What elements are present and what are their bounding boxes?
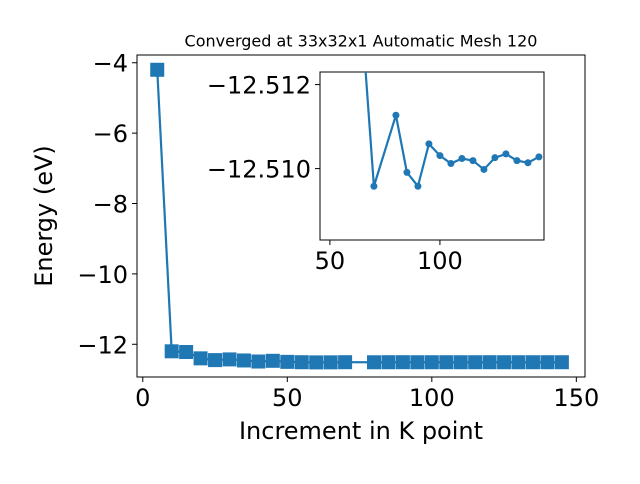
data-point: [447, 160, 455, 168]
y-tick-label: −12: [77, 331, 128, 359]
x-tick-label: 150: [553, 384, 599, 412]
data-point: [222, 352, 237, 367]
data-point: [150, 62, 165, 77]
data-point: [164, 344, 179, 359]
y-tick-label: −12.510: [207, 156, 311, 184]
data-point: [395, 355, 410, 370]
data-point: [468, 355, 483, 370]
x-tick-label: 0: [135, 384, 150, 412]
data-point: [414, 182, 422, 190]
data-point: [425, 140, 433, 148]
x-tick-label: 50: [272, 384, 303, 412]
data-point: [540, 355, 555, 370]
data-point: [502, 150, 510, 158]
x-axis-label: Increment in K point: [239, 417, 483, 445]
data-point: [453, 355, 468, 370]
data-point: [458, 155, 466, 163]
data-point: [251, 354, 266, 369]
data-point: [265, 353, 280, 368]
data-point: [403, 168, 411, 176]
data-point: [236, 353, 251, 368]
data-point: [381, 355, 396, 370]
data-point: [323, 355, 338, 370]
data-point: [480, 165, 488, 173]
data-point: [535, 153, 543, 161]
data-point: [497, 355, 512, 370]
y-tick-label: −4: [93, 50, 128, 78]
y-tick-label: −8: [93, 191, 128, 219]
data-point: [179, 345, 194, 360]
x-tick-label: 100: [409, 384, 455, 412]
data-point: [525, 355, 540, 370]
data-point: [193, 351, 208, 366]
chart-title: Converged at 33x32x1 Automatic Mesh 120: [185, 32, 538, 51]
plot-content: [150, 62, 569, 370]
data-point: [410, 355, 425, 370]
data-point: [370, 182, 378, 190]
data-point: [309, 355, 324, 370]
data-point: [482, 355, 497, 370]
data-point: [511, 355, 526, 370]
data-point: [294, 355, 309, 370]
x-tick-label: 100: [417, 247, 463, 275]
data-point: [439, 355, 454, 370]
data-point: [338, 355, 353, 370]
data-point: [554, 355, 569, 370]
data-line: [364, 72, 540, 189]
data-point: [367, 355, 382, 370]
data-point: [469, 157, 477, 165]
y-tick-label: −6: [93, 120, 128, 148]
data-line: [156, 69, 562, 364]
y-tick-label: −10: [77, 261, 128, 289]
data-point: [208, 353, 223, 368]
data-point: [436, 152, 444, 160]
plot-content: [364, 72, 543, 190]
y-tick-label: −12.512: [207, 72, 311, 100]
data-point: [513, 157, 521, 165]
y-axis-label: Energy (eV): [30, 145, 58, 287]
x-tick-label: 50: [315, 247, 346, 275]
data-point: [280, 354, 295, 369]
data-point: [424, 355, 439, 370]
data-point: [491, 154, 499, 162]
data-point: [392, 111, 400, 119]
data-point: [524, 159, 532, 167]
